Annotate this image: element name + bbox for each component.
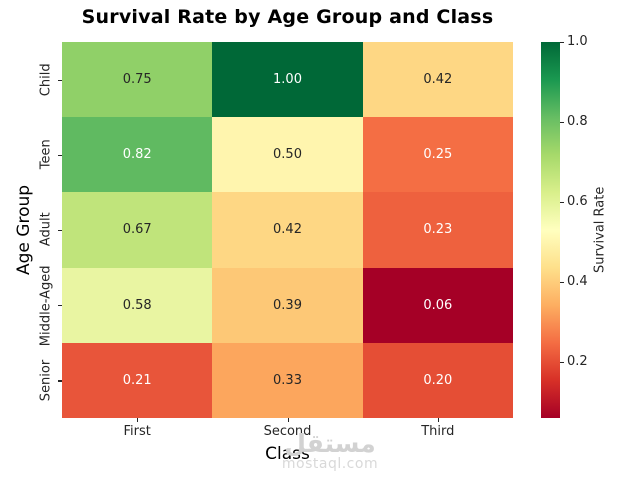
colorbar-tick-label: 0.2	[567, 354, 588, 369]
y-tick-label: Teen	[38, 139, 54, 170]
heatmap-cell: 0.23	[362, 192, 513, 268]
cell-value: 0.58	[122, 297, 152, 313]
y-tick-label: Senior	[38, 359, 54, 402]
colorbar-label: Survival Rate	[592, 186, 608, 274]
cell-value: 0.42	[423, 72, 453, 88]
colorbar-tick-label: 0.8	[567, 114, 588, 129]
cell-value: 0.82	[122, 147, 152, 163]
heatmap-cell: 0.42	[212, 192, 363, 268]
heatmap-cell: 0.75	[62, 42, 213, 118]
heatmap-cell: 0.25	[362, 117, 513, 193]
colorbar-tick-mark	[560, 122, 564, 124]
colorbar-tick-mark	[560, 282, 564, 284]
heatmap-cell: 0.06	[362, 267, 513, 343]
y-tick-mark	[58, 79, 62, 81]
cell-value: 0.67	[122, 222, 152, 238]
cell-value: 1.00	[273, 72, 302, 88]
colorbar-tick-mark	[560, 42, 564, 44]
heatmap-cell: 0.67	[62, 192, 213, 268]
colorbar-tick-label: 0.4	[567, 274, 588, 289]
colorbar-tick-label: 0.6	[567, 194, 588, 209]
x-tick-mark	[287, 418, 289, 422]
cell-value: 0.23	[423, 222, 453, 238]
y-tick-mark	[58, 154, 62, 156]
y-tick-label: Adult	[38, 213, 54, 247]
heatmap-cell: 0.42	[362, 42, 513, 118]
cell-value: 0.50	[273, 147, 302, 163]
heatmap-cell: 0.20	[362, 342, 513, 418]
x-tick-label: Third	[421, 424, 455, 439]
cell-value: 0.20	[423, 372, 453, 388]
heatmap: 0.75 1.00 0.42 0.82 0.50 0.25 0.67 0.42 0.23 0.58…	[62, 42, 513, 418]
x-tick-label: First	[123, 424, 151, 439]
cell-value: 0.42	[273, 222, 302, 238]
y-tick-mark	[58, 230, 62, 232]
y-tick-mark	[58, 380, 62, 382]
y-tick-label: Child	[38, 63, 54, 96]
heatmap-cell: 0.39	[212, 267, 363, 343]
y-tick-mark	[58, 305, 62, 307]
x-tick-label: Second	[263, 424, 312, 439]
cell-value: 0.25	[423, 147, 453, 163]
heatmap-cell: 0.82	[62, 117, 213, 193]
chart-title: Survival Rate by Age Group and Class	[81, 6, 494, 28]
heatmap-cell: 0.58	[62, 267, 213, 343]
x-axis-label: Class	[265, 444, 310, 464]
cell-value: 0.75	[122, 72, 152, 88]
heatmap-cell: 0.33	[212, 342, 363, 418]
y-axis-label: Age Group	[14, 184, 34, 276]
cell-value: 0.06	[423, 297, 453, 313]
heatmap-cell: 0.21	[62, 342, 213, 418]
y-tick-label: Middle-Aged	[38, 264, 54, 346]
x-tick-mark	[437, 418, 440, 422]
heatmap-cell: 0.50	[212, 117, 363, 193]
colorbar	[541, 42, 560, 418]
colorbar-tick-mark	[560, 362, 564, 364]
colorbar-tick-label: 1.0	[567, 34, 588, 49]
colorbar-tick-mark	[560, 202, 564, 204]
x-tick-mark	[137, 418, 139, 422]
heatmap-cell: 1.00	[212, 42, 363, 118]
cell-value: 0.33	[273, 372, 302, 388]
cell-value: 0.39	[273, 297, 302, 313]
cell-value: 0.21	[122, 372, 152, 388]
